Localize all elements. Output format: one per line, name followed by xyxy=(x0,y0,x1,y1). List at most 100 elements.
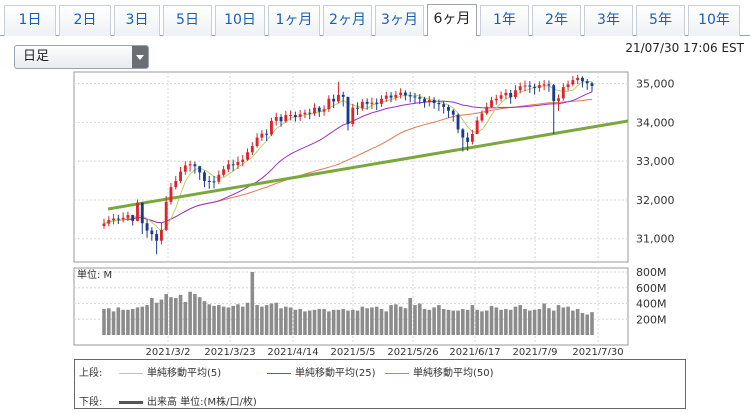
candle-body xyxy=(571,80,575,85)
candle-body xyxy=(145,223,149,231)
candle-body xyxy=(112,218,116,221)
candle-body xyxy=(437,103,441,105)
ma50-swatch xyxy=(385,372,409,374)
candle-body xyxy=(399,92,403,95)
candle-body xyxy=(179,171,182,181)
candle-body xyxy=(480,113,484,121)
tab-1[interactable]: 2日 xyxy=(59,5,111,36)
volume-bar xyxy=(331,309,336,335)
volume-bar xyxy=(178,294,183,335)
tab-4[interactable]: 10日 xyxy=(215,5,265,36)
candle-body xyxy=(270,120,273,135)
candle-body xyxy=(121,217,125,220)
candle-body xyxy=(308,112,312,114)
volume-bar xyxy=(432,307,436,335)
candle-body xyxy=(542,84,546,86)
volume-bar xyxy=(336,309,341,335)
candle-body xyxy=(155,234,159,241)
volume-bar xyxy=(470,305,475,335)
volume-bar xyxy=(183,301,188,335)
volume-bar xyxy=(494,307,499,335)
volume-bar xyxy=(537,309,542,335)
volume-bar xyxy=(269,303,274,335)
tab-12[interactable]: 5年 xyxy=(636,5,685,36)
volume-bar xyxy=(513,306,518,335)
volume-bar xyxy=(575,309,580,335)
volume-bar xyxy=(264,305,269,335)
volume-bar xyxy=(154,302,159,335)
candle-body xyxy=(533,86,537,88)
candle-body xyxy=(255,137,259,147)
tab-7[interactable]: 3ヶ月 xyxy=(375,5,424,36)
volume-bar xyxy=(528,310,532,335)
candle-body xyxy=(279,116,283,122)
candle-body xyxy=(576,77,580,81)
volume-bar xyxy=(518,305,523,335)
tab-5[interactable]: 1ヶ月 xyxy=(268,5,320,36)
tab-0[interactable]: 1日 xyxy=(4,5,56,36)
candle-body xyxy=(159,229,163,241)
candle-body xyxy=(327,98,331,110)
tab-11[interactable]: 3年 xyxy=(584,5,633,36)
candle-body xyxy=(432,99,436,104)
candle-body xyxy=(470,134,474,142)
volume-bar xyxy=(307,310,312,335)
volume-bar xyxy=(240,306,245,335)
candle-body xyxy=(131,215,135,221)
volume-bar xyxy=(542,303,546,335)
volume-bar xyxy=(298,309,302,335)
volume-bar xyxy=(217,305,221,335)
candle-body xyxy=(418,97,422,99)
candle-body xyxy=(313,107,316,114)
volume-tick-label: 400M xyxy=(636,298,667,311)
volume-bar xyxy=(327,311,331,335)
volume-bar xyxy=(250,272,255,335)
price-tick-label: 35,000 xyxy=(636,78,675,91)
tab-13[interactable]: 10年 xyxy=(688,5,740,36)
candle-body xyxy=(504,92,508,96)
candle-body xyxy=(336,94,340,102)
volume-bar xyxy=(585,314,590,335)
price-tick-label: 31,000 xyxy=(636,233,675,246)
period-tabs: 1日 2日 3日 5日 10日 1ヶ月 2ヶ月 3ヶ月 6ヶ月 1年 2年 3年 5年 10年 xyxy=(0,0,750,36)
volume-bar xyxy=(111,311,116,335)
candle-body xyxy=(231,164,235,166)
candle-body xyxy=(116,218,120,220)
tab-10[interactable]: 2年 xyxy=(532,5,581,36)
tab-9[interactable]: 1年 xyxy=(480,5,529,36)
chevron-down-icon[interactable] xyxy=(132,46,148,68)
volume-bar xyxy=(489,305,494,335)
x-tick-label: 2021/6/17 xyxy=(449,347,500,355)
candle-body xyxy=(475,120,479,135)
candle-body xyxy=(547,84,551,86)
volume-bar xyxy=(508,309,513,335)
volume-bar xyxy=(590,312,594,335)
tab-8[interactable]: 6ヶ月 xyxy=(427,4,477,36)
candle-period-select[interactable]: 日足 xyxy=(14,45,149,69)
candle-body xyxy=(207,180,211,182)
trend-line xyxy=(107,119,629,211)
candle-body xyxy=(260,133,264,138)
volume-bar xyxy=(116,307,121,335)
candle-body xyxy=(226,164,230,170)
volume-bar xyxy=(365,308,369,335)
candle-body xyxy=(293,115,297,117)
tab-3[interactable]: 5日 xyxy=(163,5,212,36)
candle-body xyxy=(284,115,288,122)
candle-body xyxy=(580,77,584,82)
candle-body xyxy=(303,112,307,115)
volume-bar xyxy=(374,306,379,335)
volume-bar xyxy=(456,310,460,335)
candle-body xyxy=(552,85,556,102)
tab-2[interactable]: 3日 xyxy=(114,5,160,36)
volume-bar xyxy=(126,309,130,335)
legend-ma50-label: 単純移動平均(50) xyxy=(413,368,494,379)
candle-body xyxy=(193,164,197,167)
volume-bar xyxy=(551,310,556,335)
candle-body xyxy=(107,220,111,224)
candle-body xyxy=(494,98,498,101)
tab-6[interactable]: 2ヶ月 xyxy=(323,5,372,36)
volume-bar xyxy=(159,299,164,335)
volume-bar xyxy=(106,308,111,335)
volume-bar xyxy=(260,306,264,335)
